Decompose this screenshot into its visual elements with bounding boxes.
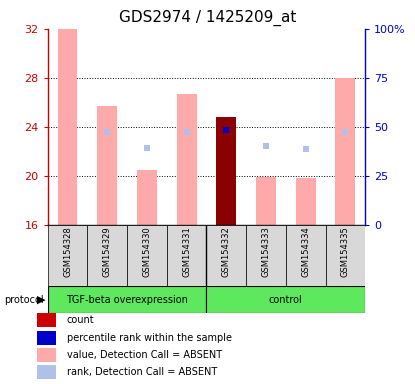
Text: GSM154332: GSM154332 xyxy=(222,227,231,277)
Text: GSM154328: GSM154328 xyxy=(63,227,72,277)
Bar xyxy=(286,225,325,286)
Text: count: count xyxy=(67,315,95,325)
Text: GSM154329: GSM154329 xyxy=(103,227,112,277)
Text: GSM154330: GSM154330 xyxy=(142,227,151,277)
Bar xyxy=(207,286,365,313)
Text: GSM154333: GSM154333 xyxy=(261,227,271,277)
Text: GSM154335: GSM154335 xyxy=(341,227,350,277)
Text: GSM154334: GSM154334 xyxy=(301,227,310,277)
Bar xyxy=(88,225,127,286)
Text: protocol: protocol xyxy=(4,295,44,305)
Bar xyxy=(246,225,286,286)
Bar xyxy=(37,365,56,379)
Bar xyxy=(177,94,197,225)
Text: TGF-beta overexpression: TGF-beta overexpression xyxy=(66,295,188,305)
Text: percentile rank within the sample: percentile rank within the sample xyxy=(67,333,232,343)
Text: ▶: ▶ xyxy=(37,295,46,305)
Bar xyxy=(216,117,236,225)
Bar xyxy=(98,106,117,225)
Text: rank, Detection Call = ABSENT: rank, Detection Call = ABSENT xyxy=(67,367,217,377)
Bar xyxy=(37,348,56,362)
Bar xyxy=(325,225,365,286)
Bar xyxy=(167,225,207,286)
Text: control: control xyxy=(269,295,303,305)
Bar xyxy=(256,177,276,225)
Bar xyxy=(335,78,355,225)
Bar xyxy=(137,170,157,225)
Bar xyxy=(207,225,246,286)
Text: value, Detection Call = ABSENT: value, Detection Call = ABSENT xyxy=(67,350,222,360)
Text: GDS2974 / 1425209_at: GDS2974 / 1425209_at xyxy=(119,10,296,26)
Bar xyxy=(37,313,56,327)
Bar xyxy=(127,225,167,286)
Bar xyxy=(48,225,88,286)
Text: GSM154331: GSM154331 xyxy=(182,227,191,277)
Bar xyxy=(48,286,207,313)
Bar xyxy=(58,29,78,225)
Bar xyxy=(296,178,315,225)
Bar xyxy=(37,331,56,344)
